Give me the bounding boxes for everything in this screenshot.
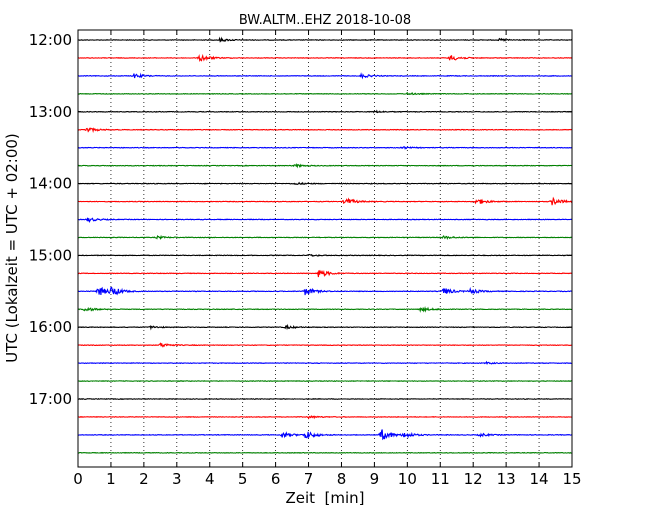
x-tick-label: 14 <box>530 470 549 488</box>
seismic-trace <box>77 269 573 278</box>
seismic-trace <box>77 286 573 296</box>
seismic-trace <box>77 342 572 348</box>
x-tick-label: 2 <box>139 470 149 488</box>
seismic-trace <box>77 380 573 383</box>
grid-lines <box>110 30 540 467</box>
y-tick-label: 12:00 <box>29 31 72 49</box>
seismic-trace <box>77 92 573 96</box>
seismic-trace <box>78 306 573 313</box>
seismic-trace <box>78 397 573 401</box>
x-tick-label: 3 <box>172 470 182 488</box>
x-tick-label: 4 <box>205 470 215 488</box>
x-tick-label: 6 <box>271 470 281 488</box>
x-tick-label: 10 <box>398 470 417 488</box>
x-tick-label: 0 <box>73 470 83 488</box>
seismic-trace <box>78 181 573 186</box>
x-tick-label: 15 <box>562 470 581 488</box>
chart-title: BW.ALTM..EHZ 2018-10-08 <box>239 13 411 28</box>
seismic-trace <box>77 360 573 365</box>
x-tick-label: 5 <box>238 470 248 488</box>
seismic-trace <box>77 253 572 257</box>
plot-frame <box>77 29 573 468</box>
x-tick-label: 9 <box>370 470 380 488</box>
y-axis-label: UTC (Lokalzeit = UTC + 02:00) <box>3 133 21 363</box>
seismic-trace <box>77 109 573 114</box>
seismic-trace <box>77 72 573 80</box>
x-axis-label: Zeit [min] <box>285 489 364 507</box>
seismic-trace <box>77 429 573 441</box>
trace-group <box>77 36 573 454</box>
seismic-trace <box>77 127 572 134</box>
y-tick-label: 14:00 <box>29 175 72 193</box>
seismic-trace <box>77 234 573 240</box>
y-axis: 12:00 13:00 14:00 15:00 16:00 17:00 <box>29 31 572 408</box>
seismic-trace <box>77 53 573 63</box>
y-tick-label: 13:00 <box>29 103 72 121</box>
seismic-trace <box>77 323 572 331</box>
x-tick-label: 13 <box>497 470 516 488</box>
seismic-trace <box>77 414 573 420</box>
x-tick-label: 7 <box>304 470 314 488</box>
seismic-trace <box>77 36 573 43</box>
x-tick-label: 12 <box>464 470 483 488</box>
seismic-trace <box>77 146 572 150</box>
y-tick-label: 17:00 <box>29 390 72 408</box>
x-axis: 0 1 2 3 4 5 6 7 8 9 10 11 12 13 14 15 <box>73 30 582 488</box>
seismic-trace <box>77 217 573 224</box>
x-tick-label: 11 <box>431 470 450 488</box>
seismic-trace <box>77 196 573 206</box>
seismic-trace <box>77 451 573 454</box>
x-tick-label: 8 <box>337 470 347 488</box>
x-tick-label: 1 <box>106 470 116 488</box>
y-tick-label: 15:00 <box>29 246 72 264</box>
seismic-trace <box>77 162 573 169</box>
y-tick-label: 16:00 <box>29 318 72 336</box>
